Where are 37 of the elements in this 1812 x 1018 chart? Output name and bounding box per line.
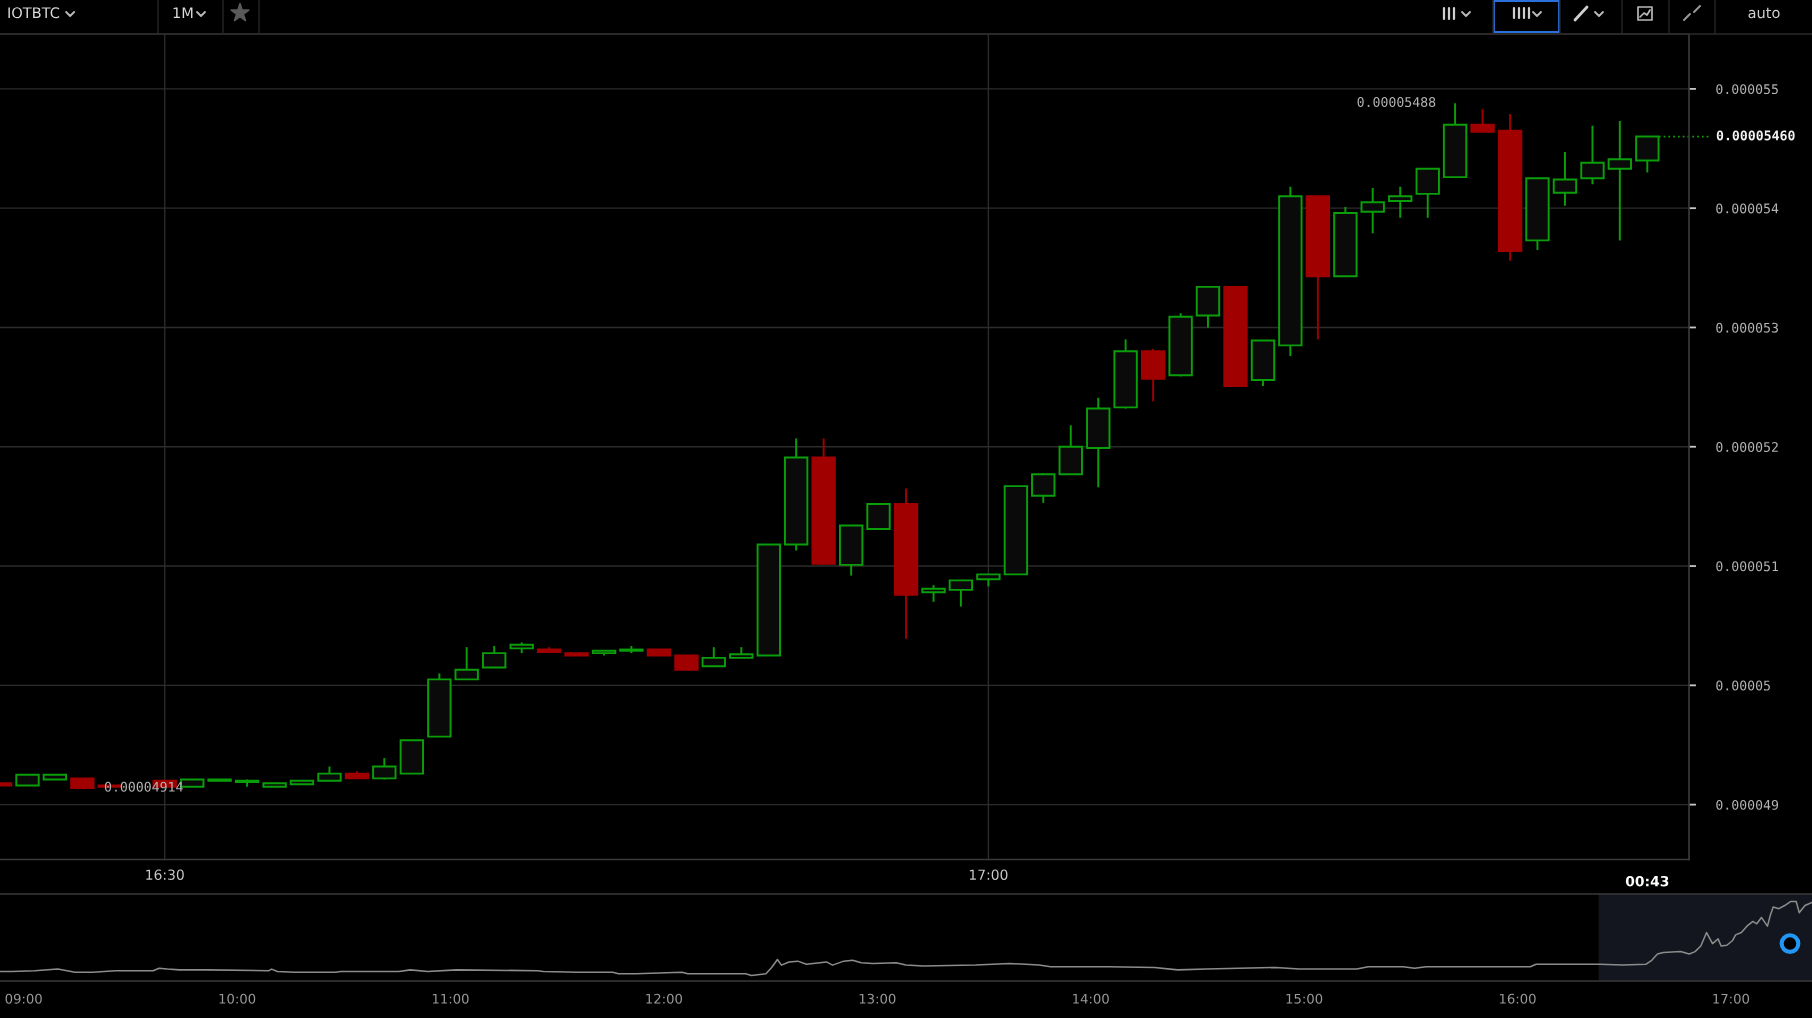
candlestick bbox=[482, 645, 507, 669]
annotation: 0.00004914 bbox=[104, 781, 183, 792]
x-tick-label: 11:00 bbox=[432, 993, 469, 1004]
candlestick bbox=[1388, 185, 1413, 219]
x-tick-label: 12:00 bbox=[646, 993, 683, 1004]
candlestick bbox=[1360, 186, 1385, 235]
x-tick-label: 09:00 bbox=[5, 993, 42, 1004]
x-tick-label: 16:00 bbox=[1499, 993, 1536, 1004]
text: auto bbox=[1748, 7, 1780, 19]
candlestick bbox=[1031, 472, 1056, 504]
candlestick bbox=[948, 579, 974, 608]
x-tick-label: 13:00 bbox=[859, 993, 896, 1004]
y-tick-label: 0.000049 bbox=[1716, 799, 1779, 810]
x-tick-label: 17:00 bbox=[969, 869, 1008, 880]
candlestick bbox=[1552, 151, 1578, 207]
candlestick bbox=[1580, 124, 1605, 186]
candlestick bbox=[1607, 120, 1632, 242]
candlestick bbox=[372, 757, 397, 781]
y-tick-label: 0.000053 bbox=[1716, 322, 1778, 333]
x-tick-label: 15:00 bbox=[1286, 993, 1323, 1004]
y-tick-label: 0.00005 bbox=[1716, 680, 1770, 691]
y-tick-label: 0.000052 bbox=[1716, 442, 1778, 452]
candlestick bbox=[701, 646, 726, 668]
annotation: 0.00005488 bbox=[1357, 97, 1436, 108]
y-tick-label: 0.000055 bbox=[1716, 84, 1778, 95]
x-tick-label: 10:00 bbox=[219, 993, 256, 1004]
y-tick-label: 0.000051 bbox=[1716, 561, 1779, 572]
y-tick-label: 0.000054 bbox=[1716, 203, 1779, 214]
candlestick bbox=[1470, 108, 1495, 133]
x-tick-label: 17:00 bbox=[1713, 993, 1750, 1004]
text: 0.00005460 bbox=[1716, 130, 1795, 141]
chart-title: IOTBTC bbox=[8, 7, 60, 19]
candlestick bbox=[454, 646, 479, 681]
text: 00:43 bbox=[1625, 875, 1669, 887]
chart-subtitle: 1M bbox=[173, 7, 193, 19]
x-tick-label: 14:00 bbox=[1073, 993, 1109, 1004]
x-tick-label: 16:30 bbox=[146, 869, 184, 880]
